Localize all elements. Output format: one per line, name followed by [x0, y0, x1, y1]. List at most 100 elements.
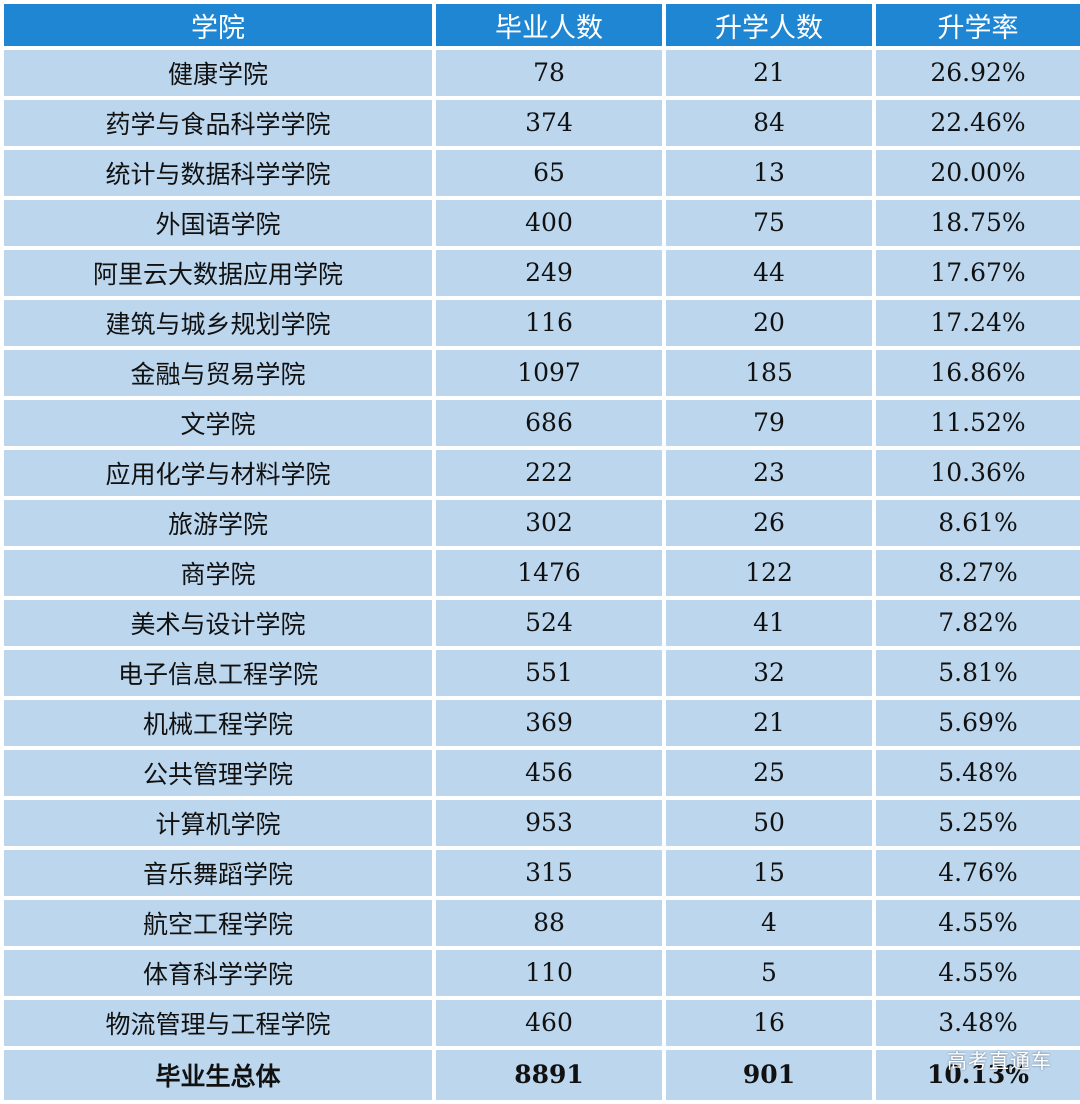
- cell-graduates: 686: [432, 395, 666, 450]
- cell-graduates: 460: [432, 995, 666, 1050]
- cell-graduates: 249: [432, 245, 666, 300]
- cell-rate: 5.25%: [872, 795, 1080, 850]
- table-row: 金融与贸易学院 1097 185 16.86%: [0, 345, 1080, 400]
- table-body: 健康学院 78 21 26.92% 药学与食品科学学院 374 84 22.46…: [0, 46, 1080, 1104]
- cell-graduates: 110: [432, 945, 666, 1000]
- table-row: 药学与食品科学学院 374 84 22.46%: [0, 95, 1080, 150]
- table-row: 音乐舞蹈学院 315 15 4.76%: [0, 845, 1080, 900]
- cell-graduates: 551: [432, 645, 666, 700]
- cell-college: 航空工程学院: [0, 895, 436, 950]
- table-row: 统计与数据科学学院 65 13 20.00%: [0, 145, 1080, 200]
- cell-college: 阿里云大数据应用学院: [0, 245, 436, 300]
- table-header: 学院 毕业人数 升学人数 升学率: [0, 0, 1080, 50]
- cell-further-study: 122: [662, 545, 876, 600]
- cell-rate: 11.52%: [872, 395, 1080, 450]
- cell-college: 旅游学院: [0, 495, 436, 550]
- cell-graduates: 524: [432, 595, 666, 650]
- total-row: 毕业生总体 8891 901 10.13%: [0, 1045, 1080, 1104]
- total-graduates: 8891: [432, 1045, 666, 1104]
- cell-graduates: 116: [432, 295, 666, 350]
- cell-college: 电子信息工程学院: [0, 645, 436, 700]
- table-row: 商学院 1476 122 8.27%: [0, 545, 1080, 600]
- cell-graduates: 953: [432, 795, 666, 850]
- cell-rate: 4.55%: [872, 895, 1080, 950]
- cell-graduates: 456: [432, 745, 666, 800]
- cell-rate: 3.48%: [872, 995, 1080, 1050]
- cell-college: 物流管理与工程学院: [0, 995, 436, 1050]
- cell-further-study: 16: [662, 995, 876, 1050]
- col-header-college: 学院: [0, 0, 436, 50]
- cell-further-study: 50: [662, 795, 876, 850]
- cell-college: 商学院: [0, 545, 436, 600]
- cell-graduates: 1097: [432, 345, 666, 400]
- cell-rate: 20.00%: [872, 145, 1080, 200]
- cell-further-study: 23: [662, 445, 876, 500]
- watermark-text: 高考直通车: [947, 1049, 1052, 1073]
- cell-college: 金融与贸易学院: [0, 345, 436, 400]
- table-row: 美术与设计学院 524 41 7.82%: [0, 595, 1080, 650]
- cell-further-study: 15: [662, 845, 876, 900]
- cell-graduates: 222: [432, 445, 666, 500]
- cell-graduates: 400: [432, 195, 666, 250]
- cell-further-study: 79: [662, 395, 876, 450]
- cell-college: 美术与设计学院: [0, 595, 436, 650]
- cell-rate: 7.82%: [872, 595, 1080, 650]
- cell-rate: 17.67%: [872, 245, 1080, 300]
- total-rate: 10.13%: [872, 1045, 1080, 1104]
- cell-further-study: 32: [662, 645, 876, 700]
- total-label: 毕业生总体: [0, 1045, 436, 1104]
- cell-graduates: 315: [432, 845, 666, 900]
- cell-college: 公共管理学院: [0, 745, 436, 800]
- table-row: 旅游学院 302 26 8.61%: [0, 495, 1080, 550]
- table-row: 航空工程学院 88 4 4.55%: [0, 895, 1080, 950]
- table-row: 机械工程学院 369 21 5.69%: [0, 695, 1080, 750]
- table-row: 体育科学学院 110 5 4.55%: [0, 945, 1080, 1000]
- cell-further-study: 75: [662, 195, 876, 250]
- cell-rate: 8.27%: [872, 545, 1080, 600]
- cell-rate: 4.55%: [872, 945, 1080, 1000]
- table-row: 电子信息工程学院 551 32 5.81%: [0, 645, 1080, 700]
- cell-further-study: 13: [662, 145, 876, 200]
- table-row: 应用化学与材料学院 222 23 10.36%: [0, 445, 1080, 500]
- cell-further-study: 21: [662, 46, 876, 100]
- cell-college: 外国语学院: [0, 195, 436, 250]
- col-header-further-study: 升学人数: [662, 0, 876, 50]
- cell-rate: 16.86%: [872, 345, 1080, 400]
- table-row: 建筑与城乡规划学院 116 20 17.24%: [0, 295, 1080, 350]
- cell-further-study: 20: [662, 295, 876, 350]
- cell-rate: 22.46%: [872, 95, 1080, 150]
- cell-graduates: 65: [432, 145, 666, 200]
- cell-college: 机械工程学院: [0, 695, 436, 750]
- col-header-rate: 升学率: [872, 0, 1080, 50]
- cell-graduates: 78: [432, 46, 666, 100]
- cell-rate: 10.36%: [872, 445, 1080, 500]
- header-row: 学院 毕业人数 升学人数 升学率: [0, 0, 1080, 50]
- table-row: 物流管理与工程学院 460 16 3.48%: [0, 995, 1080, 1050]
- cell-rate: 8.61%: [872, 495, 1080, 550]
- table-row: 计算机学院 953 50 5.25%: [0, 795, 1080, 850]
- cell-college: 体育科学学院: [0, 945, 436, 1000]
- cell-further-study: 5: [662, 945, 876, 1000]
- cell-further-study: 84: [662, 95, 876, 150]
- cell-further-study: 185: [662, 345, 876, 400]
- cell-rate: 5.81%: [872, 645, 1080, 700]
- cell-rate: 4.76%: [872, 845, 1080, 900]
- total-further-study: 901: [662, 1045, 876, 1104]
- cell-rate: 5.69%: [872, 695, 1080, 750]
- cell-graduates: 374: [432, 95, 666, 150]
- cell-further-study: 25: [662, 745, 876, 800]
- cell-college: 统计与数据科学学院: [0, 145, 436, 200]
- cell-further-study: 4: [662, 895, 876, 950]
- cell-further-study: 26: [662, 495, 876, 550]
- col-header-graduates: 毕业人数: [432, 0, 666, 50]
- cell-college: 建筑与城乡规划学院: [0, 295, 436, 350]
- cell-college: 健康学院: [0, 46, 436, 100]
- cell-further-study: 21: [662, 695, 876, 750]
- cell-further-study: 44: [662, 245, 876, 300]
- table-row: 文学院 686 79 11.52%: [0, 395, 1080, 450]
- cell-graduates: 1476: [432, 545, 666, 600]
- cell-college: 音乐舞蹈学院: [0, 845, 436, 900]
- cell-college: 应用化学与材料学院: [0, 445, 436, 500]
- cell-college: 文学院: [0, 395, 436, 450]
